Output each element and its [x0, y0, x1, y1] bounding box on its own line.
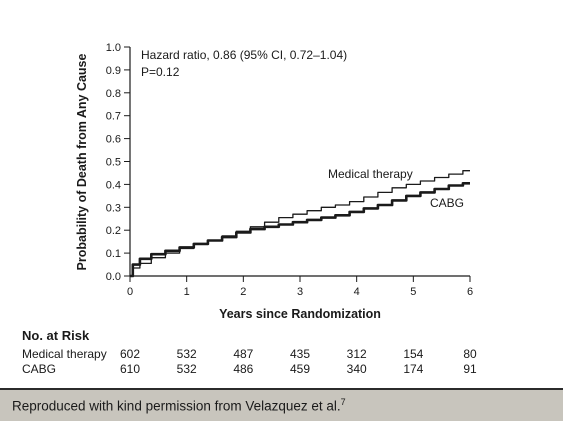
caption-superscript: 7 [340, 397, 346, 407]
hazard-ratio-annotation: Hazard ratio, 0.86 (95% CI, 0.72–1.04) [141, 48, 347, 62]
at-risk-value: 340 [347, 362, 367, 376]
x-tick-label: 5 [410, 286, 416, 298]
at-risk-value: 610 [120, 362, 140, 376]
at-risk-value: 174 [403, 362, 423, 376]
at-risk-value: 154 [403, 347, 423, 361]
at-risk-value: 487 [233, 347, 253, 361]
y-axis-title: Probability of Death from Any Cause [75, 53, 89, 270]
series-line-medical-therapy [130, 170, 470, 277]
x-tick-label: 1 [184, 286, 190, 298]
caption-text: Reproduced with kind permission from Vel… [12, 397, 346, 414]
at-risk-value: 459 [290, 362, 310, 376]
x-ticks: 0 1 2 3 4 5 6 [127, 276, 473, 298]
x-tick-label: 2 [240, 286, 246, 298]
x-tick-label: 4 [354, 286, 360, 298]
y-tick-label: 0.0 [106, 271, 121, 283]
at-risk-value: 532 [177, 347, 197, 361]
y-ticks: 0.0 0.1 0.2 0.3 0.4 0.5 0.6 0.7 0.8 0.9 1.0 [106, 42, 130, 283]
series-line-cabg [130, 182, 470, 278]
at-risk-values: 602 532 487 435 312 154 80 610 532 486 459 340 174 91 [120, 347, 477, 376]
y-tick-label: 0.2 [106, 225, 121, 237]
y-tick-label: 0.4 [106, 179, 121, 191]
at-risk-value: 602 [120, 347, 140, 361]
y-tick-label: 0.6 [106, 134, 121, 146]
y-tick-label: 0.8 [106, 88, 121, 100]
at-risk-value: 435 [290, 347, 310, 361]
y-tick-label: 0.1 [106, 248, 121, 260]
x-tick-label: 0 [127, 286, 133, 298]
at-risk-value: 486 [233, 362, 253, 376]
x-axis-title: Years since Randomization [219, 307, 381, 321]
at-risk-heading: No. at Risk [22, 328, 90, 343]
x-tick-label: 6 [467, 286, 473, 298]
at-risk-row-label-medical-therapy: Medical therapy [22, 347, 107, 361]
p-value-annotation: P=0.12 [141, 65, 180, 79]
caption-bar: Reproduced with kind permission from Vel… [0, 388, 563, 421]
at-risk-row-label-cabg: CABG [22, 362, 56, 376]
at-risk-value: 80 [463, 347, 477, 361]
series-lines [130, 170, 470, 278]
y-tick-label: 0.7 [106, 111, 121, 123]
y-tick-label: 0.5 [106, 157, 121, 169]
caption-main: Reproduced with kind permission from Vel… [12, 398, 341, 414]
series-label-medical-therapy: Medical therapy [328, 167, 413, 181]
y-tick-label: 0.9 [106, 65, 121, 77]
series-label-cabg: CABG [430, 196, 464, 210]
x-tick-label: 3 [297, 286, 303, 298]
at-risk-value: 312 [347, 347, 367, 361]
at-risk-value: 532 [177, 362, 197, 376]
at-risk-value: 91 [463, 362, 477, 376]
y-tick-label: 1.0 [106, 42, 121, 54]
y-tick-label: 0.3 [106, 202, 121, 214]
